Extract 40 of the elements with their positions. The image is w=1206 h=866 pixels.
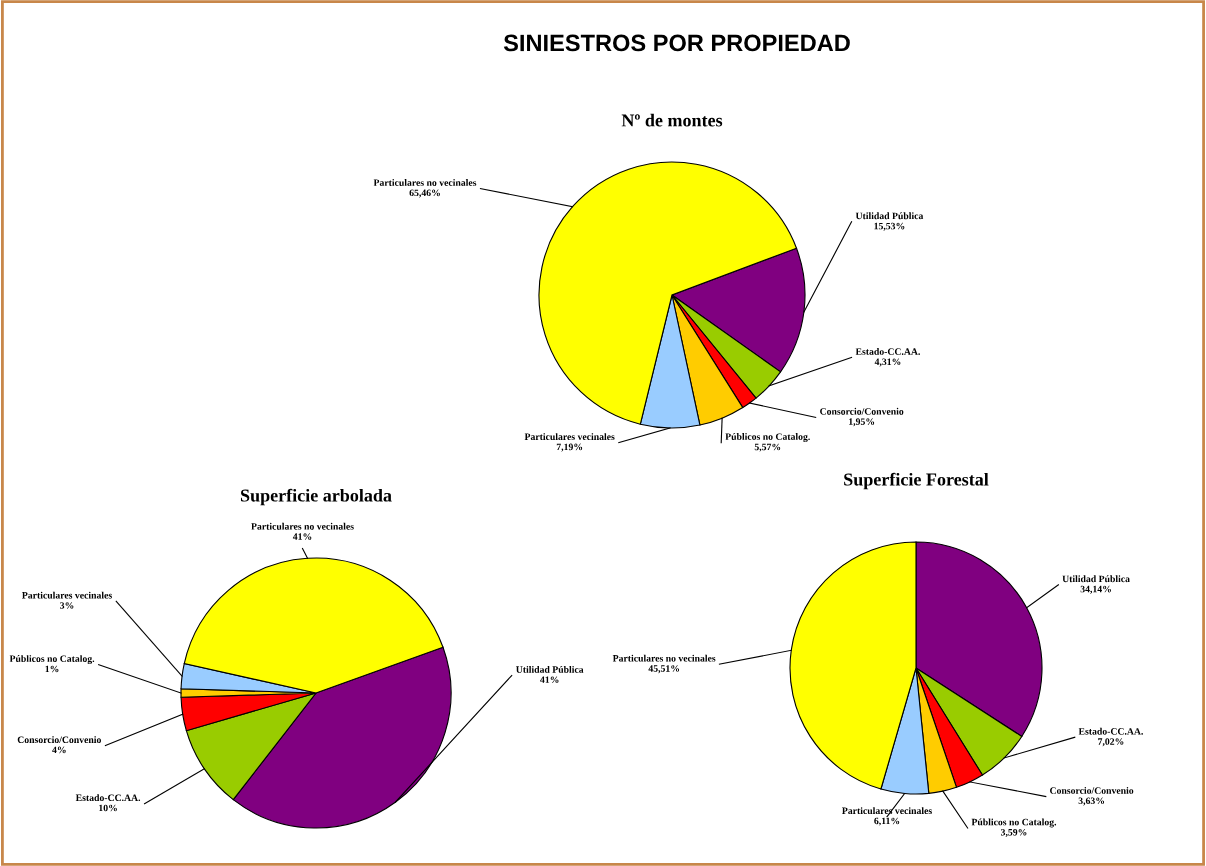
- slice-label: Públicos no Catalog.: [725, 433, 810, 442]
- data-label: 4%: [52, 746, 66, 754]
- data-label: 5,57%: [754, 443, 781, 452]
- chart-title: SINIESTROS POR PROPIEDAD: [503, 34, 850, 52]
- data-label: 41%: [540, 676, 559, 683]
- data-label: 15,53%: [874, 222, 905, 231]
- slice-label: Particulares no vecinales: [251, 522, 354, 530]
- chart-title: Superficie Forestal: [844, 472, 989, 490]
- data-label: 3,59%: [1000, 829, 1027, 837]
- slice-label: Utilidad Pública: [1062, 575, 1130, 583]
- data-label: 41%: [292, 533, 312, 540]
- data-label: 7,02%: [1098, 738, 1124, 747]
- data-label: 45,51%: [648, 665, 680, 674]
- slice-label: Particulares vecinales: [842, 807, 932, 815]
- slice-label: Estado-CC.AA.: [75, 794, 141, 802]
- data-label: 65,46%: [409, 189, 440, 198]
- data-label: 3,63%: [1078, 797, 1105, 806]
- slice-label: Públicos no Catalog.: [9, 655, 95, 665]
- slice-label: Particulares no vecinales: [612, 654, 716, 662]
- slice-label: Particulares no vecinales: [373, 179, 477, 186]
- data-label: 6,11%: [874, 817, 900, 826]
- slice-label: Estado-CC.AA.: [855, 348, 920, 355]
- slice-label: Utilidad Pública: [516, 665, 584, 673]
- data-label: 10%: [99, 804, 117, 812]
- slice-label: Consorcio/Convenio: [1050, 787, 1134, 794]
- data-label: 34,14%: [1080, 585, 1111, 594]
- data-label: 1,95%: [849, 418, 875, 427]
- data-label: 1%: [45, 665, 59, 673]
- chart-subtitle: Nº de montes: [621, 113, 723, 127]
- slice-label: Particulares vecinales: [524, 433, 615, 440]
- slice-label: Particulares vecinales: [22, 591, 112, 599]
- chart-title: Superficie arbolada: [240, 488, 392, 506]
- data-label: 4,31%: [874, 358, 901, 367]
- slice-label: Consorcio/Convenio: [17, 736, 101, 743]
- slice-label: Públicos no Catalog.: [971, 818, 1057, 828]
- slice-label: Estado-CC.AA.: [1078, 727, 1143, 735]
- data-label: 3%: [60, 602, 74, 609]
- slice-label: Consorcio/Convenio: [820, 407, 904, 415]
- slice-label: Utilidad Pública: [855, 212, 924, 220]
- data-label: 7,19%: [556, 443, 583, 452]
